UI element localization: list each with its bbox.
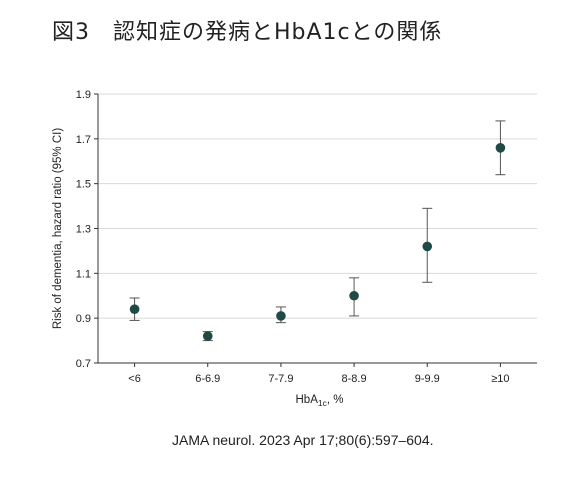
y-tick-label: 0.9	[76, 313, 91, 325]
y-tick-label: 1.5	[76, 179, 91, 191]
x-axis-label-subscript: 1c	[318, 398, 328, 408]
x-tick-label: <6	[128, 373, 141, 385]
x-axis-label-suffix: , %	[327, 394, 344, 406]
x-axis-label: HbA1c, %	[296, 394, 344, 408]
y-tick-label: 1.1	[76, 268, 91, 280]
y-tick-label: 1.3	[76, 224, 91, 236]
data-point	[495, 143, 506, 153]
data-points	[129, 143, 506, 341]
figure-title: 図3 認知症の発病とHbA1cとの関係	[52, 20, 443, 45]
y-tick-label: 0.7	[76, 358, 91, 370]
data-point	[276, 311, 286, 321]
x-tick-labels: <6 6-6.9 7-7.9 8-8.9 9-9.9 ≥10	[128, 373, 509, 385]
y-tick-label: 1.7	[76, 134, 91, 146]
error-bars	[129, 120, 506, 342]
x-tick-label: 8-8.9	[342, 373, 367, 385]
data-point	[422, 241, 433, 252]
x-tick-label: 7-7.9	[268, 373, 293, 385]
y-tick-labels: 0.7 0.9 1.1 1.3 1.5 1.7 1.9	[76, 89, 91, 370]
data-point	[349, 290, 359, 301]
y-tick-label: 1.9	[76, 89, 91, 101]
y-axis-label: Risk of dementia, hazard ratio (95% CI)	[52, 128, 64, 330]
gridlines	[98, 93, 537, 319]
x-tick-label: 9-9.9	[415, 373, 440, 385]
axes	[94, 93, 537, 367]
citation: JAMA neurol. 2023 Apr 17;80(6):597–604.	[172, 432, 434, 448]
x-tick-label: 6-6.9	[195, 373, 220, 385]
x-axis-label-main: HbA	[296, 394, 319, 406]
x-tick-label: ≥10	[491, 373, 509, 385]
data-point	[129, 304, 140, 315]
data-point	[202, 331, 213, 341]
